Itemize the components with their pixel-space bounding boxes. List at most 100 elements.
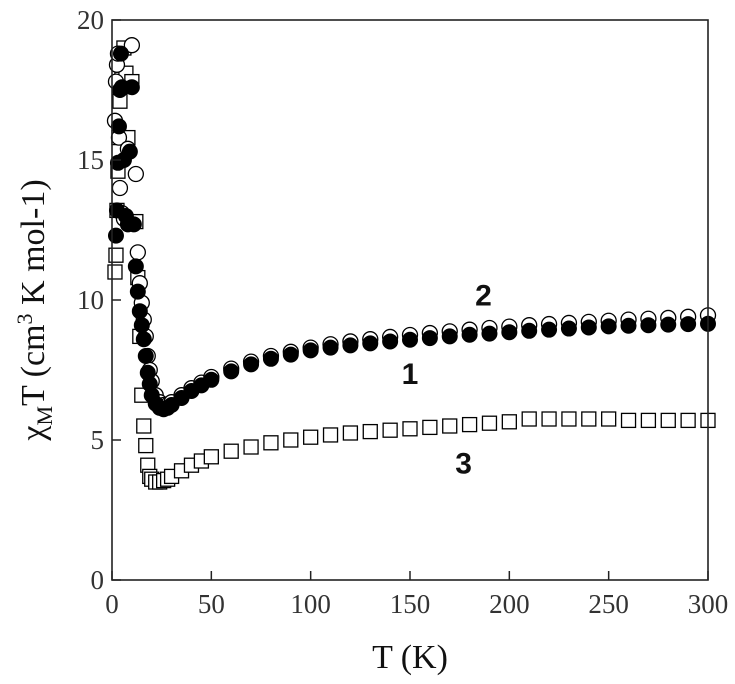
data-point-filled-circle (129, 283, 146, 300)
data-point-filled-circle (680, 316, 697, 333)
x-tick-label: 150 (390, 589, 431, 619)
data-point-square (303, 429, 319, 445)
y-tick-label: 15 (77, 145, 104, 175)
data-point-filled-circle (600, 318, 617, 335)
data-point-square (422, 419, 438, 436)
data-point-filled-circle (461, 326, 478, 343)
data-point-open-circle (123, 37, 141, 54)
y-axis-title: χMT (cm3 K mol-1) (12, 179, 57, 441)
data-point-filled-circle (282, 346, 299, 363)
data-point-filled-circle (441, 328, 458, 345)
data-point-filled-circle (107, 227, 124, 244)
data-point-square (223, 443, 239, 459)
data-point-square (660, 412, 676, 429)
data-markers (106, 37, 717, 490)
data-point-square (640, 412, 657, 429)
series-label-2: 2 (475, 280, 492, 313)
data-point-square (501, 414, 517, 430)
x-tick-label: 50 (198, 589, 225, 619)
y-tick-label: 0 (91, 565, 105, 595)
data-point-square (136, 418, 152, 434)
data-point-square (561, 411, 577, 427)
data-point-filled-circle (121, 143, 138, 160)
data-point-filled-circle (580, 319, 597, 336)
data-point-square (138, 437, 154, 454)
x-tick-label: 200 (489, 589, 530, 619)
data-point-square (620, 412, 637, 429)
data-point-filled-circle (322, 339, 339, 356)
data-point-square (680, 412, 696, 429)
x-axis: 0 50 100 150 200 250 300 (105, 571, 728, 619)
data-point-filled-circle (402, 331, 418, 348)
data-point-filled-circle (243, 356, 260, 373)
data-point-open-circle (111, 179, 129, 197)
data-point-square (481, 415, 498, 431)
data-point-filled-circle (110, 118, 127, 135)
data-point-filled-circle (421, 330, 438, 347)
data-point-square (541, 411, 557, 427)
data-point-square (521, 411, 537, 427)
y-axis-title-superscript: 3 (12, 313, 37, 324)
y-axis-title-subscript: M (32, 406, 57, 426)
data-point-filled-circle (112, 45, 129, 62)
data-point-filled-circle (560, 320, 577, 337)
x-tick-label: 300 (688, 589, 729, 619)
x-tick-label: 0 (105, 589, 119, 619)
data-point-filled-circle (620, 317, 637, 334)
y-axis: 0 5 10 15 20 (77, 5, 121, 595)
x-tick-label: 250 (588, 589, 629, 619)
series-1 (107, 45, 716, 418)
data-point-square (342, 425, 359, 441)
y-tick-label: 10 (77, 285, 104, 315)
series-3 (107, 40, 716, 490)
data-point-square (108, 247, 124, 263)
data-point-filled-circle (131, 303, 148, 320)
y-tick-label: 20 (77, 5, 104, 35)
data-point-filled-circle (127, 258, 144, 275)
data-point-square (402, 421, 418, 437)
data-point-filled-circle (342, 337, 359, 354)
data-point-filled-circle (203, 371, 220, 388)
data-point-filled-circle (125, 216, 142, 233)
data-point-square (107, 264, 123, 280)
data-point-filled-circle (223, 363, 240, 380)
data-point-filled-circle (302, 342, 319, 359)
data-point-filled-circle (541, 321, 558, 338)
data-point-square (283, 432, 299, 448)
data-point-square (442, 418, 458, 434)
data-point-filled-circle (123, 79, 140, 96)
x-tick-label: 100 (290, 589, 331, 619)
y-axis-title-rest: K mol-1) (15, 179, 52, 313)
data-point-open-circle (127, 165, 144, 183)
data-point-square (243, 439, 259, 455)
data-point-filled-circle (137, 348, 154, 364)
data-point-filled-circle (382, 333, 399, 350)
data-point-filled-circle (362, 335, 379, 352)
data-point-filled-circle (521, 322, 538, 339)
series-label-3: 3 (455, 448, 472, 481)
data-point-filled-circle (133, 317, 150, 334)
y-axis-title-symbol: χ (15, 426, 52, 442)
data-point-filled-circle (660, 316, 677, 333)
data-point-square (581, 411, 597, 427)
series-labels: 2 1 3 (402, 280, 492, 481)
y-axis-title-main: T (cm (15, 324, 52, 406)
series-2 (106, 37, 717, 414)
y-tick-label: 5 (91, 425, 105, 455)
data-point-filled-circle (481, 325, 498, 342)
data-point-square (362, 423, 378, 440)
plot-area (106, 19, 717, 581)
plot-frame (111, 19, 709, 581)
series-label-1: 1 (402, 358, 419, 391)
x-axis-title: T (K) (372, 639, 448, 676)
data-point-square (322, 427, 339, 443)
data-point-square (263, 435, 279, 451)
data-point-filled-circle (135, 331, 152, 348)
data-point-filled-circle (640, 317, 657, 334)
data-point-filled-circle (501, 324, 518, 341)
data-point-square (203, 449, 219, 465)
data-point-square (461, 416, 478, 433)
data-point-square (601, 411, 617, 427)
data-point-open-circle (129, 244, 146, 261)
